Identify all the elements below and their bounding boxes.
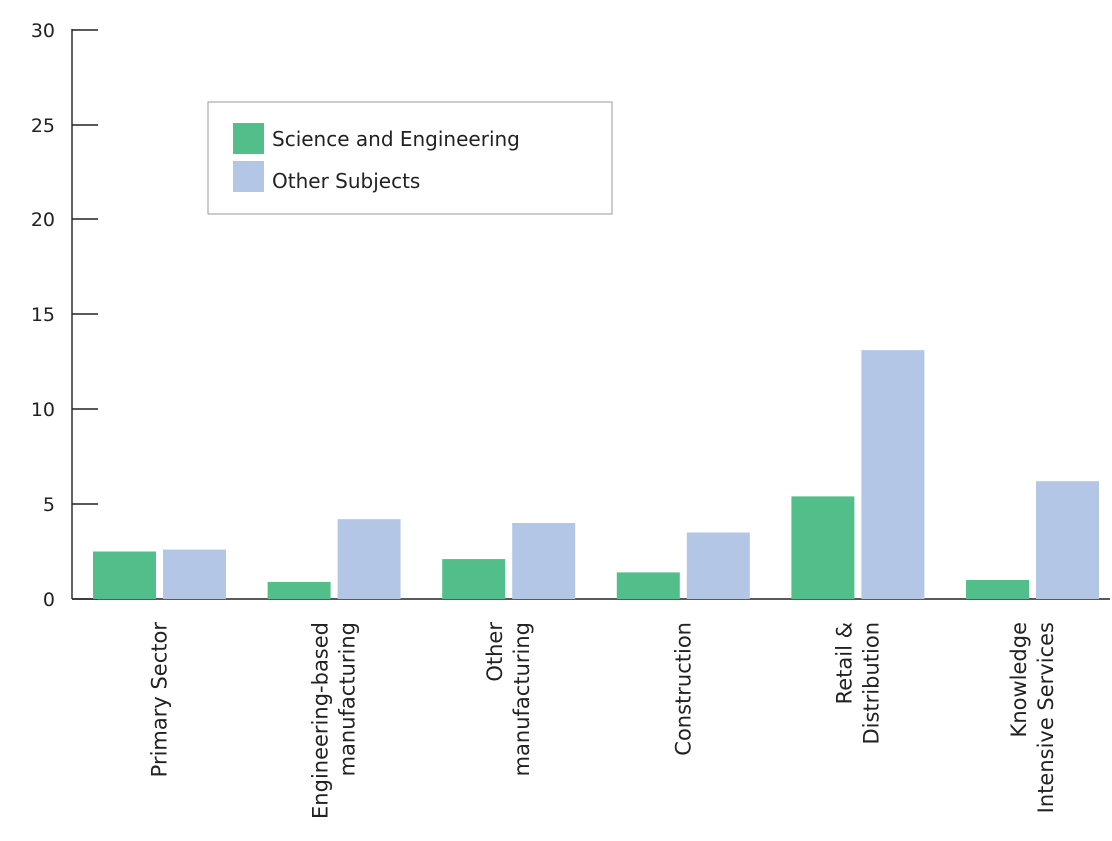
bar-science-engineering [267,581,331,599]
bar-other-subjects [686,532,750,599]
bar-science-engineering [93,551,156,599]
y-tick-label: 5 [43,494,55,516]
category-label: manufacturing [510,622,534,776]
y-tick-label: 0 [43,589,55,611]
bar-science-engineering [966,580,1029,599]
y-axis: 0 5 10 15 20 25 30 [31,20,98,611]
category-label: manufacturing [336,622,360,776]
bar-other-subjects [337,519,401,599]
bar-other-subjects [1036,481,1099,599]
legend-swatch-other-subjects [233,161,264,192]
category-label: Construction [671,622,695,756]
category-label: Knowledge [1007,622,1031,737]
category-label: Primary Sector [148,622,172,778]
bars [93,350,1099,599]
y-tick-label: 20 [31,209,55,231]
legend-box [207,101,613,215]
y-tick-label: 25 [31,115,55,137]
legend-swatch-science-engineering [233,123,264,154]
legend: Science and Engineering Other Subjects [207,101,613,215]
legend-label-science-engineering: Science and Engineering [272,127,520,151]
legend-label-other-subjects: Other Subjects [272,169,420,193]
category-label: Other [483,622,507,682]
bar-other-subjects [163,549,226,599]
category-label: Retail & [832,622,856,704]
category-label: Intensive Services [1034,622,1058,813]
bar-other-subjects [861,350,925,599]
bar-science-engineering [791,496,855,599]
y-tick-label: 15 [31,304,55,326]
bar-science-engineering [442,559,506,599]
category-label: Engineering-based [309,622,333,819]
bar-science-engineering [616,572,680,599]
category-label: Distribution [859,622,883,745]
category-labels: Primary Sector Engineering-based manufactu… [148,622,1059,819]
y-tick-label: 30 [31,20,55,42]
y-tick-label: 10 [31,399,55,421]
bar-other-subjects [512,523,576,599]
